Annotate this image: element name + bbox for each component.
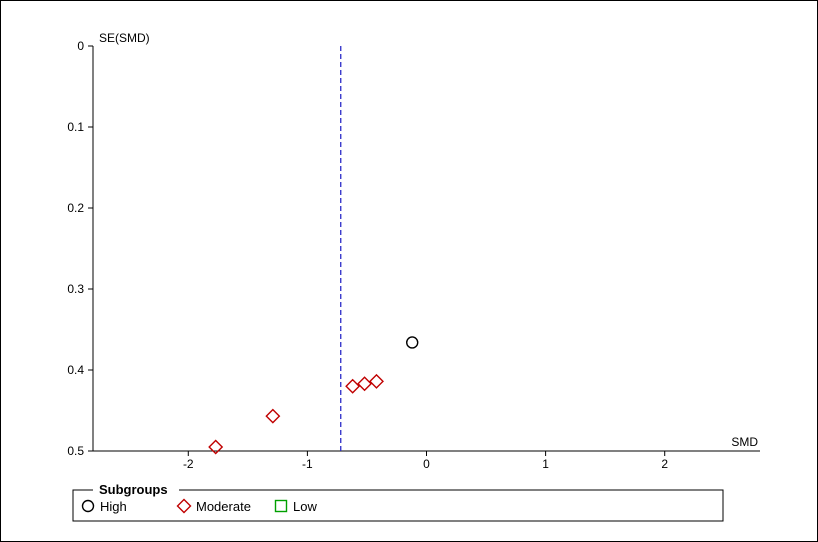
data-point-moderate — [357, 376, 373, 392]
x-tick-label: 0 — [423, 457, 430, 471]
x-ticks: -2 -1 0 1 2 — [183, 451, 668, 471]
data-point-moderate — [208, 439, 224, 455]
legend-title-background — [93, 482, 179, 496]
x-axis-title: SMD — [731, 435, 758, 449]
x-tick-label: -2 — [183, 457, 194, 471]
legend-title: Subgroups — [99, 482, 168, 497]
legend-label-low: Low — [293, 499, 317, 514]
y-axis-title: SE(SMD) — [99, 31, 150, 45]
legend-marker-high — [81, 499, 95, 513]
data-point-high — [406, 336, 419, 349]
legend: Subgroups High Moderate Low — [72, 482, 724, 522]
legend-marker-moderate — [176, 498, 192, 514]
y-tick-label: 0.2 — [67, 201, 84, 215]
legend-box — [72, 489, 724, 522]
y-tick-label: 0.1 — [67, 120, 84, 134]
data-point-moderate — [368, 373, 384, 389]
axes: SE(SMD) SMD — [92, 31, 760, 452]
y-tick-label: 0.5 — [67, 444, 84, 458]
x-tick-label: 2 — [661, 457, 668, 471]
x-tick-label: -1 — [302, 457, 313, 471]
y-tick-label: 0 — [77, 39, 84, 53]
legend-items: High Moderate Low — [81, 498, 317, 514]
legend-label-high: High — [100, 499, 127, 514]
y-tick-label: 0.3 — [67, 282, 84, 296]
data-point-moderate — [345, 378, 361, 394]
legend-label-moderate: Moderate — [196, 499, 251, 514]
y-ticks: 0 0.1 0.2 0.3 0.4 0.5 — [67, 39, 93, 458]
y-tick-label: 0.4 — [67, 363, 84, 377]
legend-marker-low — [274, 499, 288, 513]
data-point-moderate — [265, 408, 281, 424]
data-points — [208, 336, 419, 455]
x-tick-label: 1 — [542, 457, 549, 471]
